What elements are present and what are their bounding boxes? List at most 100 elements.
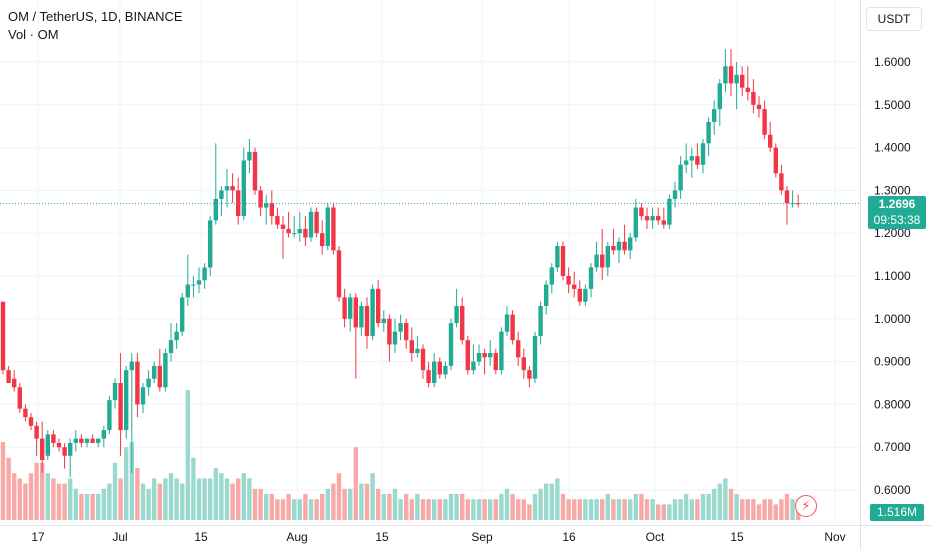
volume-bar xyxy=(706,494,711,520)
candle-body xyxy=(264,203,269,208)
volume-bar xyxy=(404,494,409,520)
volume-bar xyxy=(504,488,510,520)
volume-bar xyxy=(135,468,140,520)
volume-bar xyxy=(768,499,773,520)
candle-body xyxy=(667,198,672,225)
volume-bar xyxy=(12,473,17,520)
candle-body xyxy=(219,190,224,199)
candle-body xyxy=(448,323,454,366)
candle-body xyxy=(740,74,745,88)
volume-bar xyxy=(180,483,185,520)
volume-bar xyxy=(370,473,375,520)
candle-body xyxy=(213,198,218,221)
candle-body xyxy=(68,442,73,456)
volume-bar xyxy=(762,499,767,520)
candle-body xyxy=(728,66,734,84)
candle-body xyxy=(555,246,560,268)
chart-legend: OM / TetherUS, 1D, BINANCE Vol · OM xyxy=(8,8,183,44)
volume-bar xyxy=(773,504,778,520)
currency-button[interactable]: USDT xyxy=(866,7,922,31)
candle-body xyxy=(516,340,521,358)
candle-body xyxy=(751,91,756,105)
candle-body xyxy=(672,190,678,199)
candle-body xyxy=(140,387,146,405)
candle-body xyxy=(734,74,739,84)
candle-body xyxy=(656,216,661,221)
volume-bar xyxy=(140,483,146,520)
candle-body xyxy=(258,190,263,208)
candle-body xyxy=(560,246,566,276)
candle-body xyxy=(583,288,588,302)
price-axis: 1.6000 1.5000 1.4000 1.3000 1.2000 1.1000 1.00… xyxy=(860,0,911,550)
volume-bar xyxy=(286,494,291,520)
candle-body xyxy=(768,134,773,148)
candle-body xyxy=(308,211,314,238)
candle-body xyxy=(712,109,717,122)
volume-bar xyxy=(230,483,235,520)
candle-body xyxy=(381,318,386,324)
candle-body xyxy=(191,284,196,286)
candle-body xyxy=(689,156,694,161)
volume-bar xyxy=(241,473,246,520)
candle-body xyxy=(616,241,622,251)
volume-bar xyxy=(594,499,599,520)
volume-bar xyxy=(499,494,504,520)
volume-bar xyxy=(331,483,336,520)
volume-bar xyxy=(387,494,392,520)
volume-bar xyxy=(152,478,157,520)
y-tick-label: 1.0000 xyxy=(874,312,911,326)
volume-bar xyxy=(0,442,6,520)
x-tick-label: Aug xyxy=(286,530,307,544)
volume-bar xyxy=(471,499,476,520)
candle-body xyxy=(437,361,442,375)
y-tick-label: 1.6000 xyxy=(874,55,911,69)
symbol-title[interactable]: OM / TetherUS, 1D, BINANCE xyxy=(8,9,183,24)
candle-body xyxy=(611,246,616,251)
x-tick-label: 15 xyxy=(194,530,208,544)
volume-bar xyxy=(376,488,381,520)
volume-bar xyxy=(342,488,347,520)
candle-body xyxy=(112,383,118,401)
volume-bar xyxy=(96,494,101,520)
volume-bar xyxy=(196,478,202,520)
volume-bar xyxy=(185,390,190,520)
y-tick-label: 1.4000 xyxy=(874,141,911,155)
candle-body xyxy=(96,438,101,443)
volume-bar xyxy=(392,488,398,520)
x-tick-label: 15 xyxy=(730,530,744,544)
candle-body xyxy=(773,147,778,174)
candle-body xyxy=(426,370,431,383)
candle-body xyxy=(600,254,605,268)
candle-body xyxy=(762,109,767,135)
y-tick-label: 1.1000 xyxy=(874,269,911,283)
candle-body xyxy=(415,348,420,354)
volume-bar xyxy=(264,494,269,520)
candle-body xyxy=(196,280,202,285)
lightning-icon[interactable]: ⚡ xyxy=(795,495,817,517)
candle-body xyxy=(129,361,134,371)
volume-bar xyxy=(644,499,650,520)
volume-bar xyxy=(112,462,118,520)
candle-body xyxy=(488,353,493,358)
candle-body xyxy=(0,301,6,371)
volume-label[interactable]: Vol · OM xyxy=(8,27,59,42)
volume-bar xyxy=(751,499,756,520)
candle-body xyxy=(566,276,571,285)
volume-bar xyxy=(555,478,560,520)
volume-bar xyxy=(684,494,689,520)
volume-bar xyxy=(588,499,594,520)
volume-bar xyxy=(314,499,319,520)
candle-body xyxy=(745,87,750,92)
candle-body xyxy=(202,267,207,281)
volume-bar xyxy=(454,494,459,520)
x-tick-label: Oct xyxy=(646,530,665,544)
volume-bar xyxy=(779,499,784,520)
volume-bar xyxy=(269,494,274,520)
candle-body xyxy=(342,297,347,319)
volume-bar xyxy=(437,499,442,520)
volume-bar xyxy=(616,499,622,520)
candles xyxy=(0,49,801,478)
candle-body xyxy=(482,353,487,358)
candle-body xyxy=(420,348,426,371)
